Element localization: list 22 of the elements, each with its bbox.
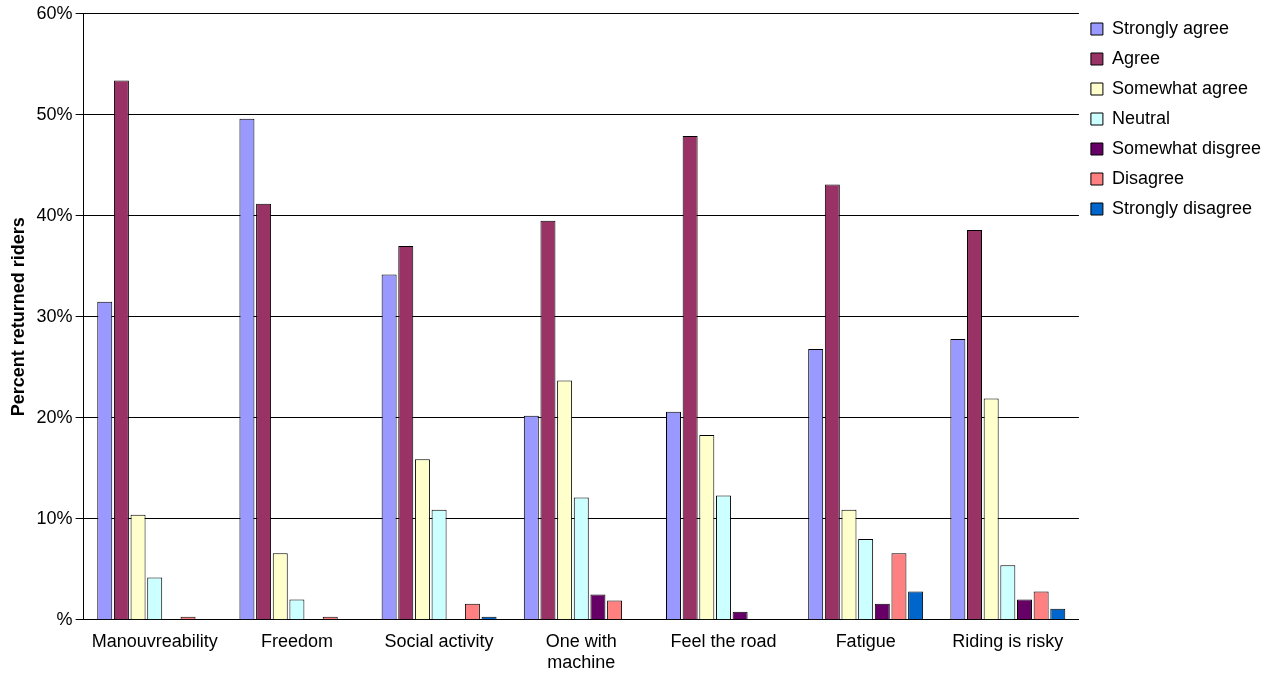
x-tick-label: Fatigue — [835, 630, 896, 651]
legend-label: Neutral — [1111, 107, 1170, 128]
y-tick-label: 60% — [36, 2, 73, 23]
y-axis-title: Percent returned riders — [7, 217, 28, 417]
x-tick-label: Freedom — [260, 630, 333, 651]
legend-label: Strongly disagree — [1111, 197, 1253, 218]
x-tick-label: One with machine — [545, 630, 617, 673]
x-tick-label: Feel the road — [670, 630, 777, 651]
legend-label: Agree — [1111, 47, 1160, 68]
y-tick-label: 50% — [36, 103, 73, 124]
y-tick-label: 10% — [36, 507, 73, 528]
y-tick-label: 40% — [36, 204, 73, 225]
y-tick-label: % — [56, 608, 73, 629]
legend-label: Disagree — [1111, 167, 1184, 188]
legend-label: Somewhat agree — [1111, 77, 1249, 98]
y-tick-label: 20% — [36, 406, 73, 427]
legend-label: Somewhat disgree — [1111, 137, 1262, 158]
y-tick-label: 30% — [36, 305, 73, 326]
x-tick-label: Riding is risky — [952, 630, 1064, 651]
x-tick-label: Social activity — [384, 630, 494, 651]
x-tick-label: Manouvreability — [91, 630, 218, 651]
legend-label: Strongly agree — [1111, 17, 1229, 38]
